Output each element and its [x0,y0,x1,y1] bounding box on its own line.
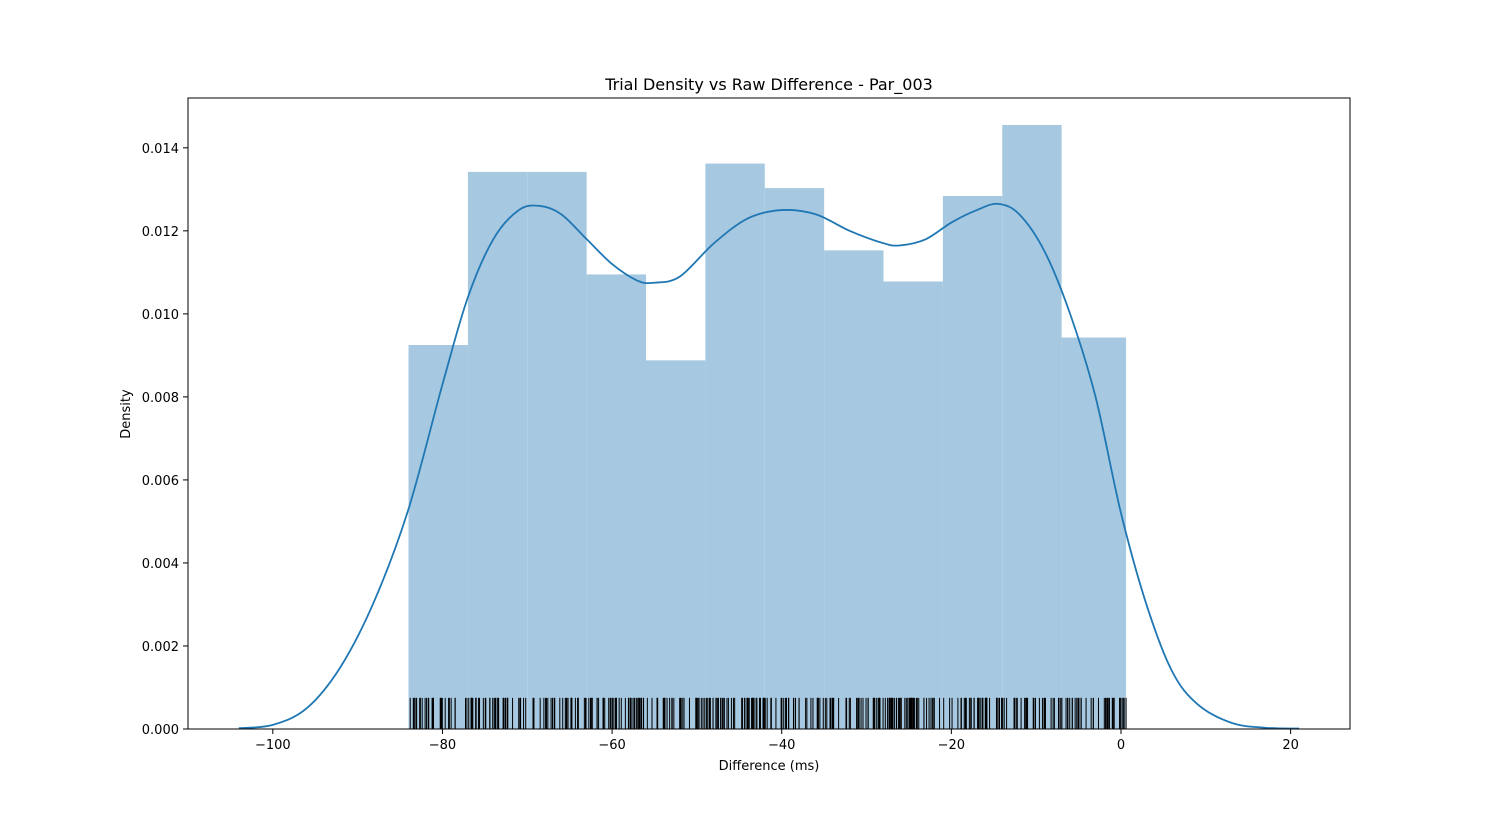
histogram-bar [467,171,528,729]
histogram-bar [764,188,825,729]
plot-area [238,124,1300,730]
x-axis-ticks: −100 −80 −60 −40 −20 0 20 [255,729,1299,753]
kde-curve-layer [238,202,1300,730]
kde-curve [238,202,1300,730]
histogram-bar [1002,124,1062,730]
chart-title: Trial Density vs Raw Difference - Par_00… [604,75,933,95]
y-tick-label: 0.006 [142,474,179,489]
histogram-bar [942,195,1003,729]
x-tick-label: −80 [429,738,456,753]
rug-plot [409,697,1127,729]
x-tick-label: 0 [1117,738,1125,753]
x-tick-label: −100 [255,738,291,753]
x-axis-label: Difference (ms) [719,759,820,774]
x-tick-label: −60 [598,738,625,753]
histogram-bar [705,163,765,729]
histogram-bar [1061,337,1127,729]
y-tick-label: 0.000 [142,723,179,738]
histogram-bar [883,281,943,729]
histogram-bar [646,360,706,729]
y-tick-label: 0.010 [142,308,179,323]
y-axis-label: Density [119,389,134,439]
y-axis-ticks: 0.000 0.002 0.004 0.006 0.008 0.010 0.012 0.014 [142,142,188,738]
y-tick-label: 0.012 [142,225,179,240]
axes-frame [187,97,1351,730]
x-tick-label: 20 [1282,738,1299,753]
y-tick-label: 0.014 [142,142,179,157]
y-tick-label: 0.008 [142,391,179,406]
x-tick-label: −40 [768,738,795,753]
histogram-bar [824,250,884,730]
x-tick-label: −20 [938,738,965,753]
histogram-bar [527,171,587,729]
histogram-bar [408,345,468,729]
histogram-bars [408,124,1127,730]
y-tick-label: 0.004 [142,557,179,572]
histogram-bar [586,274,647,729]
y-tick-label: 0.002 [142,640,179,655]
